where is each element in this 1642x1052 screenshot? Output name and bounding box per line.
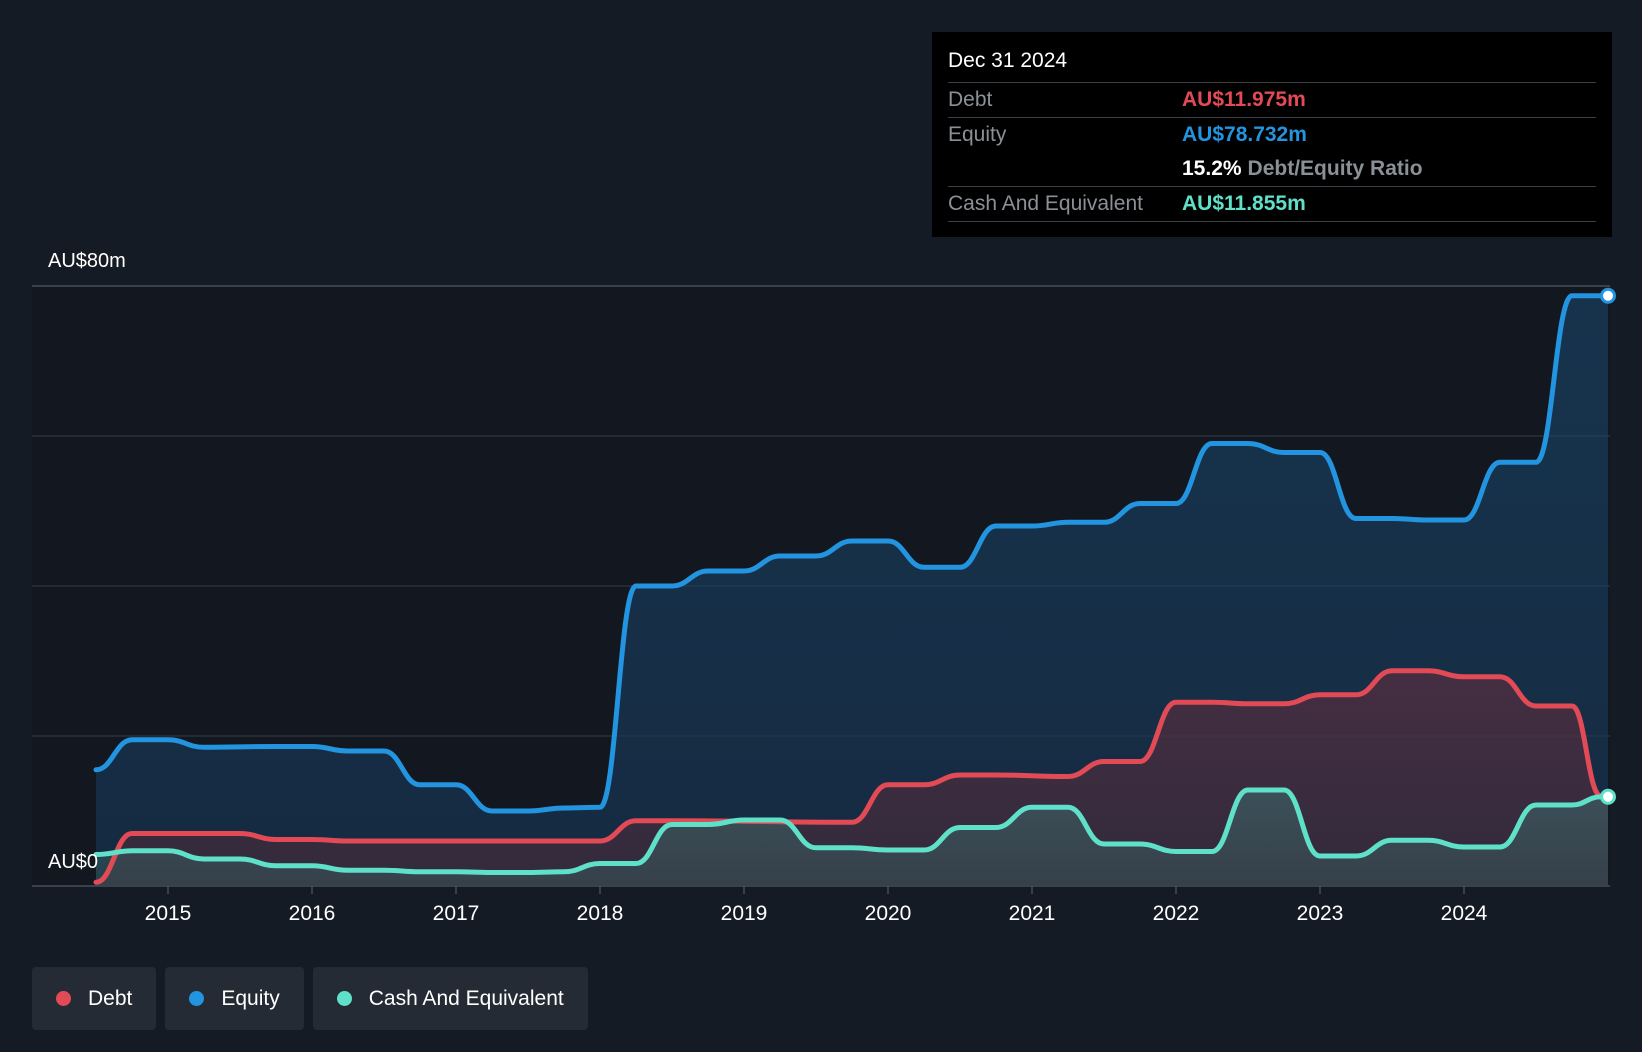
y-axis-bottom-label: AU$0 (48, 851, 99, 873)
tooltip-equity-value: AU$78.732m (1182, 123, 1307, 146)
cash-dot-icon (336, 991, 352, 1006)
equity-line (93, 293, 1611, 814)
y-axis-top-label: AU$80m (48, 250, 126, 272)
x-tick-label-2016: 2016 (289, 902, 336, 925)
legend-label-debt: Debt (88, 986, 133, 1010)
tooltip-cash-value: AU$11.855m (1182, 192, 1306, 215)
data-tooltip: Dec 31 2024 Debt AU$11.975m Equity AU$78… (932, 32, 1612, 237)
equity-end-marker (1600, 287, 1616, 304)
tooltip-ratio-label: Debt/Equity Ratio (1247, 157, 1423, 180)
x-tick-label-2021: 2021 (1009, 902, 1056, 925)
legend-item-cash[interactable]: Cash And Equivalent (312, 967, 588, 1030)
x-tick-label-2015: 2015 (145, 902, 192, 925)
line-layer (93, 293, 1611, 885)
x-tick-label-2020: 2020 (865, 902, 912, 925)
legend-item-equity[interactable]: Equity (165, 967, 304, 1030)
area-layer (96, 295, 1608, 886)
x-tick-label-2023: 2023 (1297, 902, 1344, 925)
x-tick-label-2017: 2017 (433, 902, 480, 925)
chart-legend: Debt Equity Cash And Equivalent (32, 967, 597, 1030)
x-tick-label-2022: 2022 (1153, 902, 1200, 925)
tooltip-date: Dec 31 2024 (948, 49, 1068, 72)
cash-and-equivalent-line (93, 787, 1611, 875)
x-tick-label-2019: 2019 (721, 902, 768, 925)
x-tick-label-2024: 2024 (1441, 902, 1488, 925)
tooltip-debt-row: Debt AU$11.975m (948, 82, 1596, 117)
legend-item-debt[interactable]: Debt (32, 967, 157, 1030)
cash-and-equivalent-area (96, 790, 1608, 886)
x-tick-label-2018: 2018 (577, 902, 624, 925)
legend-label-cash: Cash And Equivalent (368, 986, 564, 1010)
tooltip-ratio-value: 15.2% (1182, 157, 1242, 180)
cash-and-equivalent-end-marker (1600, 788, 1616, 805)
x-tick-layer: 2015 2016 2017 2018 2019 2020 2021 2022 2023 2024 (145, 886, 1488, 925)
tooltip-ratio-row: 15.2% Debt/Equity Ratio (948, 152, 1596, 186)
debt-dot-icon (56, 991, 71, 1006)
marker-layer (1600, 287, 1616, 805)
legend-label-equity: Equity (221, 986, 280, 1010)
debt-line (93, 668, 1611, 885)
tooltip-cash-label: Cash And Equivalent (948, 192, 1143, 215)
tooltip-cash-row: Cash And Equivalent AU$11.855m (948, 186, 1596, 222)
equity-dot-icon (189, 991, 205, 1006)
tooltip-debt-value: AU$11.975m (1182, 88, 1306, 111)
tooltip-equity-label: Equity (948, 123, 1007, 146)
tooltip-equity-row: Equity AU$78.732m (948, 117, 1596, 152)
tooltip-debt-label: Debt (948, 88, 993, 111)
